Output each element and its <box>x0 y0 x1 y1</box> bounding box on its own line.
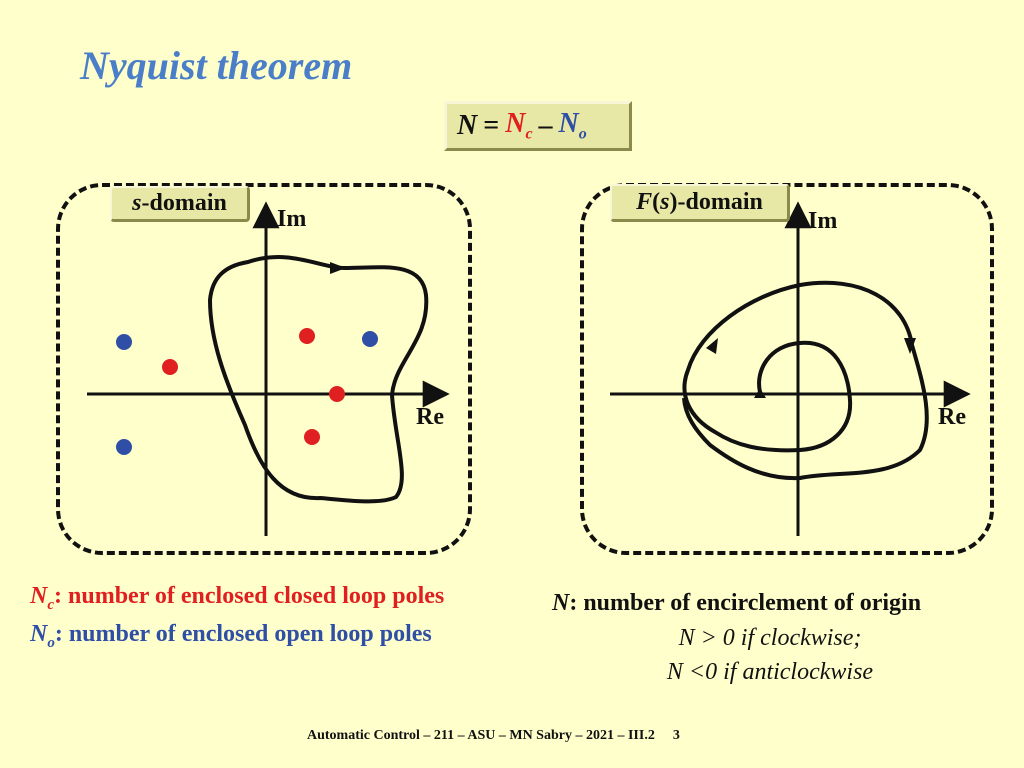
nc-definition: Nc: number of enclosed closed loop poles <box>30 583 445 613</box>
nyquist-formula: N = Nc – No <box>444 101 632 151</box>
formula-no: No <box>558 108 587 143</box>
s-contour-arrow <box>330 262 346 274</box>
s-contour <box>207 255 429 504</box>
formula-minus: – <box>538 110 553 141</box>
s-domain-label: s -domain <box>110 186 250 222</box>
s-domain-panel <box>56 183 472 555</box>
s-im-label: Im <box>277 206 307 232</box>
closed-loop-pole <box>329 386 345 402</box>
closed-loop-pole <box>304 429 320 445</box>
slide-title: Nyquist theorem <box>80 43 353 88</box>
page-number: 3 <box>672 728 680 743</box>
closed-loop-pole <box>162 359 178 375</box>
slide-footer: Automatic Control – 211 – ASU – MN Sabry… <box>307 728 680 744</box>
formula-n: N <box>457 110 478 141</box>
no-definition: No: number of enclosed open loop poles <box>30 621 432 651</box>
f-domain-label: F(s) -domain <box>610 184 790 222</box>
open-loop-pole <box>116 334 132 350</box>
s-re-label: Re <box>416 404 444 430</box>
closed-loop-pole <box>299 328 315 344</box>
clockwise-condition: N > 0 if clockwise; <box>678 625 862 651</box>
f-contour-arrow <box>754 388 766 398</box>
f-im-label: Im <box>808 208 838 234</box>
open-loop-pole <box>116 439 132 455</box>
footer-text: Automatic Control – 211 – ASU – MN Sabry… <box>307 728 655 743</box>
anticlockwise-condition: N <0 if anticlockwise <box>666 659 874 685</box>
open-loop-pole <box>362 331 378 347</box>
formula-nc: Nc <box>505 108 533 143</box>
f-contour-arrow <box>706 338 718 354</box>
n-definition: N: number of encirclement of origin <box>552 590 922 616</box>
f-contour <box>682 280 929 481</box>
formula-equals: = <box>483 110 500 141</box>
f-re-label: Re <box>938 404 966 430</box>
f-contour-arrow <box>904 338 916 354</box>
